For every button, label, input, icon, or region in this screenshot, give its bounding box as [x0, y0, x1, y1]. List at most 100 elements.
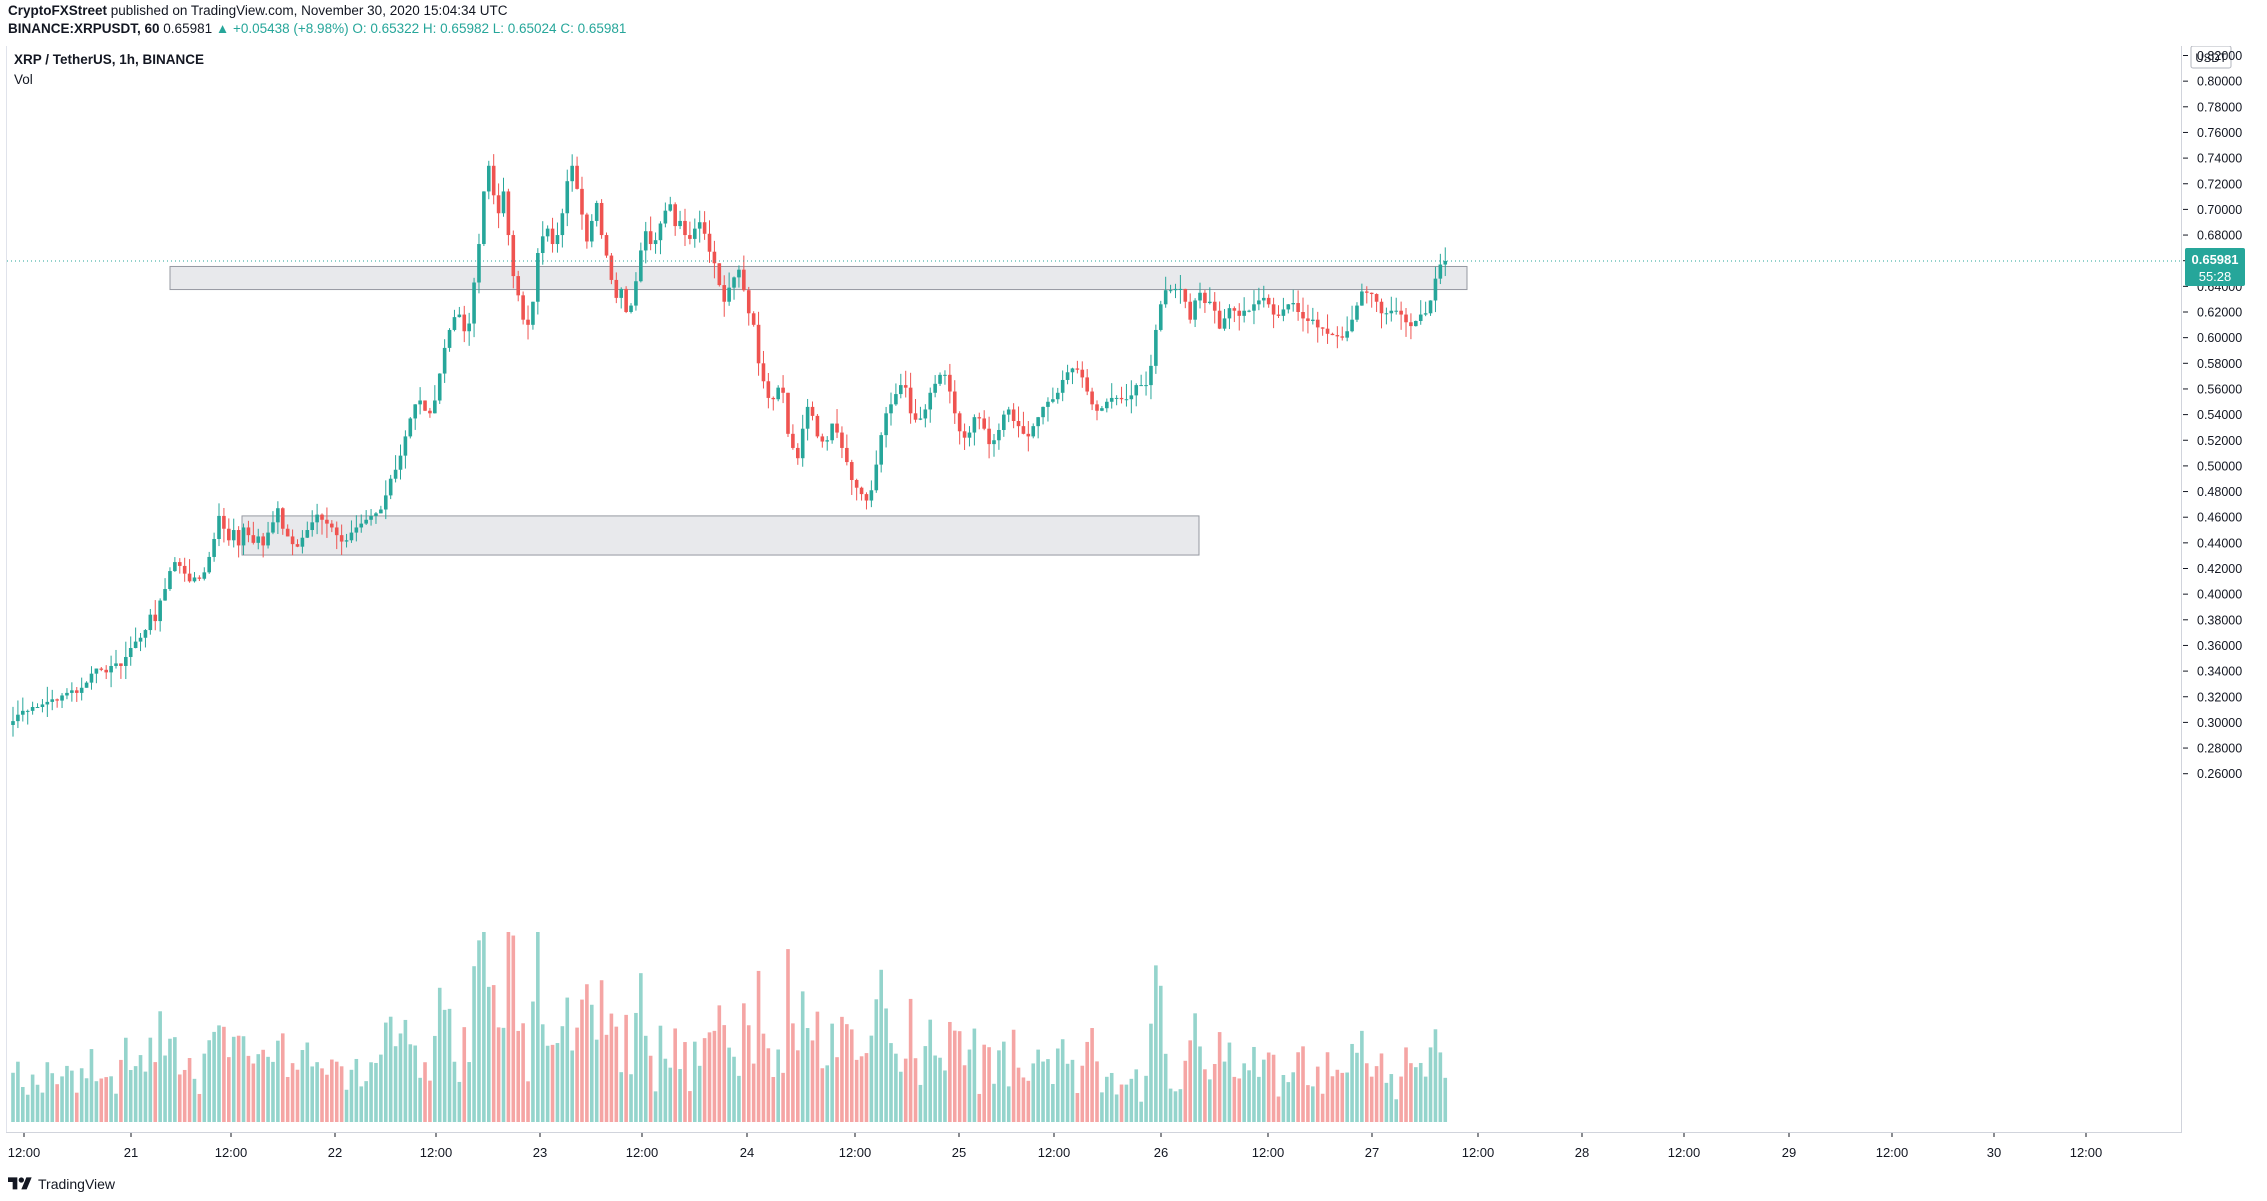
time-axis[interactable]: 12:00 21 12:00 22 12:00 23 12:00 24 12:00 25 12:00…: [6, 1132, 2182, 1169]
time-tick-label: 12:00: [215, 1145, 248, 1160]
volume-bar: [928, 1019, 933, 1122]
candle-body: [310, 522, 315, 531]
candle-body: [1149, 365, 1153, 386]
volume-bar: [124, 1037, 128, 1122]
volume-bar: [491, 985, 496, 1122]
volume-bar: [1374, 1066, 1379, 1122]
volume-bar: [217, 1025, 221, 1122]
candle-body: [796, 447, 800, 459]
volume-bar: [1065, 1063, 1070, 1122]
candle-body: [398, 455, 403, 470]
candle-body: [531, 301, 535, 325]
last-price-text: 0.65981: [163, 21, 213, 36]
candle-body: [1002, 414, 1006, 430]
price-volume-plot[interactable]: [7, 46, 2183, 1132]
candle-body: [1340, 336, 1345, 338]
candle-body: [673, 204, 677, 227]
candle-body: [653, 240, 658, 245]
candle-body: [467, 323, 471, 332]
volume-bar: [1046, 1059, 1050, 1122]
volume-bar: [1301, 1046, 1305, 1122]
volume-bar: [1379, 1053, 1384, 1122]
candle-body: [207, 556, 211, 573]
volume-bar: [403, 1019, 408, 1122]
volume-bar: [212, 1031, 216, 1122]
volume-bar: [840, 1016, 844, 1122]
volume-bar: [467, 1062, 471, 1122]
volume-bar: [1418, 1062, 1423, 1122]
legend-title[interactable]: XRP / TetherUS, 1h, BINANCE: [14, 52, 205, 67]
volume-bar: [1021, 1077, 1026, 1122]
candle-body: [751, 313, 756, 325]
candle-body: [114, 663, 118, 666]
volume-bar: [869, 1035, 874, 1122]
legend-indicator[interactable]: Vol: [14, 72, 33, 87]
candle-body: [197, 577, 202, 579]
candle-body: [89, 673, 94, 683]
volume-bar: [506, 932, 511, 1122]
volume-bar: [663, 1058, 668, 1122]
volume-bar: [599, 980, 604, 1122]
candle-body: [849, 462, 854, 481]
tradingview-logo-icon[interactable]: [8, 1174, 32, 1194]
volume-bar: [369, 1062, 373, 1122]
price-tick-label: 0.54000: [2197, 408, 2242, 422]
candle-body: [521, 295, 525, 320]
candle-body: [889, 404, 893, 414]
time-tick-label: 12:00: [1462, 1145, 1495, 1160]
candle-body: [1296, 303, 1300, 312]
candle-body: [1423, 313, 1428, 315]
candle-body: [1418, 314, 1423, 321]
candle-body: [722, 285, 727, 302]
candle-body: [1345, 331, 1349, 338]
volume-bar: [692, 1041, 697, 1122]
volume-bar: [1036, 1049, 1040, 1122]
candle-body: [1124, 399, 1129, 401]
publisher-name[interactable]: CryptoFXStreet: [8, 3, 108, 18]
price-axis[interactable]: USDT 0.82000 0.80000 0.78000 0.76000 0.74000 0…: [2183, 46, 2267, 1132]
candle-body: [1203, 292, 1207, 304]
candle-body: [1046, 401, 1050, 407]
candle-body: [158, 600, 162, 622]
volume-bar: [864, 1053, 869, 1122]
candle-body: [246, 527, 251, 536]
volume-bar: [1360, 1030, 1364, 1122]
candle-body: [217, 515, 221, 540]
candle-body: [1325, 328, 1330, 334]
volume-bar: [1242, 1063, 1246, 1122]
candle-body: [383, 495, 388, 510]
candle-body: [560, 213, 565, 236]
volume-bar: [560, 1026, 565, 1122]
volume-bar: [1173, 1091, 1178, 1122]
volume-bar: [545, 1045, 550, 1122]
candle-body: [1109, 397, 1114, 402]
volume-bar: [1438, 1052, 1443, 1122]
volume-bar: [256, 1054, 261, 1122]
volume-bar: [271, 1061, 275, 1122]
footer-brand[interactable]: TradingView: [38, 1176, 116, 1192]
volume-bar: [344, 1089, 349, 1122]
candle-body: [1070, 368, 1075, 373]
volume-bar: [261, 1049, 265, 1122]
volume-bar: [94, 1081, 99, 1122]
volume-bar: [1306, 1085, 1310, 1122]
candle-body: [491, 165, 496, 196]
volume-bar: [1237, 1078, 1242, 1122]
chart-pane[interactable]: [6, 46, 2183, 1132]
candle-body: [717, 263, 722, 286]
volume-bar: [1100, 1092, 1104, 1122]
volume-bar: [428, 1080, 432, 1122]
volume-bar: [1168, 1088, 1173, 1122]
candle-body: [1394, 310, 1399, 312]
volume-bar: [952, 1030, 957, 1122]
candle-body: [1217, 310, 1222, 329]
candle-body: [1271, 304, 1276, 315]
volume-bar: [982, 1044, 986, 1122]
candle-body: [1011, 409, 1016, 422]
candle-body: [354, 527, 359, 533]
volume-bar: [153, 1062, 158, 1122]
candle-body: [192, 577, 197, 582]
volume-bar: [1158, 985, 1163, 1122]
volume-bar: [889, 1043, 893, 1122]
candle-body: [119, 663, 123, 666]
